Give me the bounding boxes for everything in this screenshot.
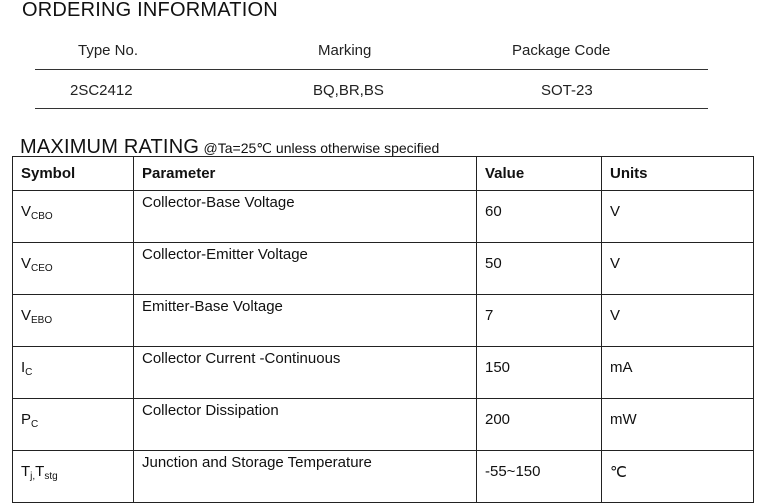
ordering-package: SOT-23	[541, 82, 593, 99]
symbol-cell: Tj,Tstg	[12, 450, 134, 503]
symbol-cell: VCBO	[12, 190, 134, 243]
table-row: PC Collector Dissipation 200 mW	[12, 398, 754, 451]
symbol-cell: IC	[12, 346, 134, 399]
symbol-sub: CBO	[31, 211, 53, 222]
divider	[35, 69, 708, 70]
rating-note: @Ta=25℃ unless otherwise specified	[203, 140, 440, 156]
parameter-cell: Collector Current -Continuous	[133, 346, 477, 399]
divider	[35, 108, 708, 109]
symbol-main: V	[21, 255, 32, 272]
ordering-type: 2SC2412	[70, 82, 133, 99]
parameter-cell: Collector-Emitter Voltage	[133, 242, 477, 295]
parameter-cell: Collector-Base Voltage	[133, 190, 477, 243]
ordering-marking: BQ,BR,BS	[313, 82, 384, 99]
table-row: VCEO Collector-Emitter Voltage 50 V	[12, 242, 754, 295]
parameter-cell: Collector Dissipation	[133, 398, 477, 451]
symbol-sub: CEO	[31, 263, 53, 274]
unit-cell: mW	[601, 398, 754, 451]
symbol-cell: VCEO	[12, 242, 134, 295]
symbol-main: T	[35, 463, 45, 480]
ordering-header-type: Type No.	[78, 42, 139, 59]
value-cell: 200	[476, 398, 602, 451]
table-row: VEBO Emitter-Base Voltage 7 V	[12, 294, 754, 347]
value-cell: 60	[476, 190, 602, 243]
symbol-main: V	[21, 307, 32, 324]
unit-cell: mA	[601, 346, 754, 399]
table-row: Tj,Tstg Junction and Storage Temperature -…	[12, 450, 754, 503]
parameter-cell: Junction and Storage Temperature	[133, 450, 477, 503]
value-cell: -55~150	[476, 450, 602, 503]
symbol-cell: VEBO	[12, 294, 134, 347]
ordering-header-marking: Marking	[318, 42, 372, 59]
symbol-main: I	[21, 359, 26, 376]
unit-cell: V	[601, 242, 754, 295]
value-cell: 50	[476, 242, 602, 295]
symbol-main: T	[21, 463, 31, 480]
header-value: Value	[476, 156, 602, 191]
symbol-sub: C	[31, 419, 39, 430]
table-row: IC Collector Current -Continuous 150 mA	[12, 346, 754, 399]
header-parameter: Parameter	[133, 156, 477, 191]
unit-cell: ℃	[601, 450, 754, 503]
value-cell: 7	[476, 294, 602, 347]
symbol-sub: C	[25, 367, 33, 378]
parameter-cell: Emitter-Base Voltage	[133, 294, 477, 347]
header-symbol: Symbol	[12, 156, 134, 191]
value-cell: 150	[476, 346, 602, 399]
unit-cell: V	[601, 294, 754, 347]
unit-cell: V	[601, 190, 754, 243]
ordering-header-package: Package Code	[512, 42, 611, 59]
rating-title: MAXIMUM RATING	[20, 136, 200, 158]
ordering-title: ORDERING INFORMATION	[22, 0, 278, 21]
table-header-row: Symbol Parameter Value Units	[12, 156, 754, 191]
symbol-cell: PC	[12, 398, 134, 451]
symbol-main: V	[21, 203, 32, 220]
symbol-sub: EBO	[31, 315, 53, 326]
rating-table: Symbol Parameter Value Units VCBO Collect…	[12, 156, 754, 503]
rating-heading: MAXIMUM RATING @Ta=25℃ unless otherwise …	[20, 136, 439, 159]
symbol-main: P	[21, 411, 32, 428]
table-row: VCBO Collector-Base Voltage 60 V	[12, 190, 754, 243]
symbol-sub: stg	[44, 471, 58, 482]
header-units: Units	[601, 156, 754, 191]
